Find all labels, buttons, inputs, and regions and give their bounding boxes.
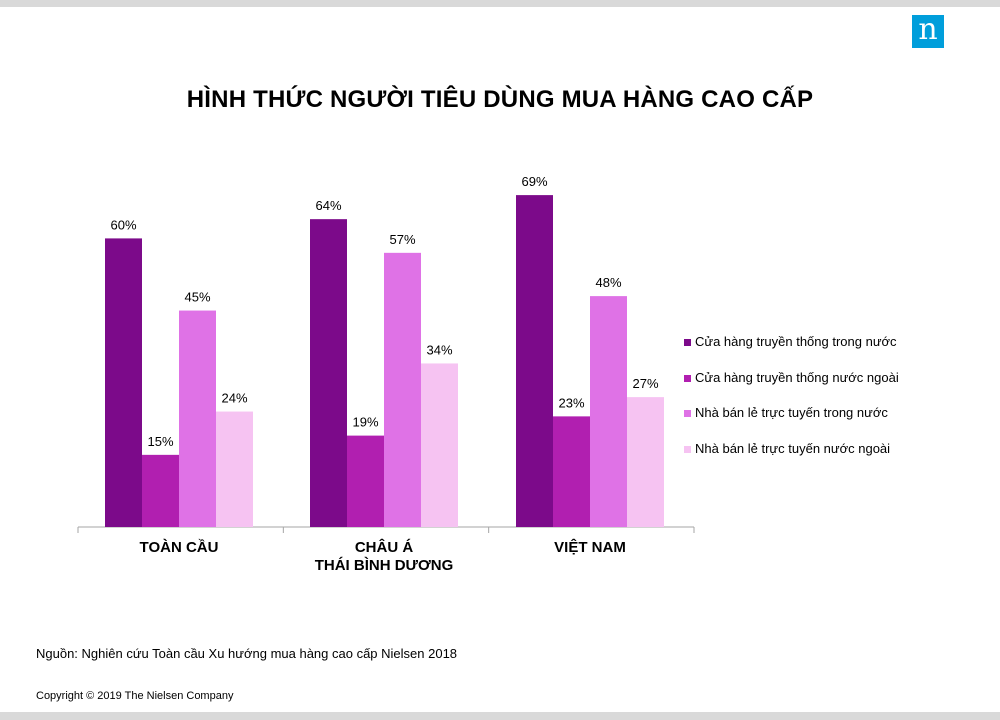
- bar: [516, 195, 553, 528]
- data-label: 45%: [184, 290, 210, 305]
- bar: [105, 238, 142, 527]
- legend-swatch: [684, 374, 691, 382]
- chart-title: HÌNH THỨC NGƯỜI TIÊU DÙNG MUA HÀNG CAO C…: [186, 86, 814, 113]
- legend-swatch: [684, 445, 691, 453]
- bar: [590, 296, 627, 527]
- legend-label: Cửa hàng truyền thống nước ngoài: [695, 369, 899, 385]
- data-label: 19%: [352, 415, 378, 430]
- data-label: 69%: [521, 174, 547, 189]
- bar: [421, 363, 458, 527]
- data-label: 23%: [558, 395, 584, 410]
- bar-chart: 60% 15% 45% 24% TOÀN CẦU 64% 19% 57% 34% CHÂU ÁTH…: [77, 174, 695, 574]
- source-note: Nguồn: Nghiên cứu Toàn cầu Xu hướng mua …: [36, 646, 458, 661]
- bar: [142, 454, 179, 527]
- legend-swatch: [684, 410, 691, 417]
- legend-label: Nhà bán lẻ trực tuyến nước ngoài: [695, 440, 891, 456]
- data-label: 34%: [426, 342, 452, 357]
- legend-swatch: [684, 339, 691, 346]
- category-label: VIỆT NAM: [554, 538, 626, 556]
- nielsen-logo: n: [912, 15, 944, 48]
- data-label: 48%: [595, 275, 621, 290]
- data-label: 57%: [389, 232, 415, 247]
- bottom-band: [0, 712, 1000, 720]
- copyright-text: Copyright © 2019 The Nielsen Company: [36, 690, 234, 702]
- top-band: [0, 0, 1000, 7]
- legend-label: Nhà bán lẻ trực tuyến trong nước: [695, 405, 888, 420]
- category-label: THÁI BÌNH DƯƠNG: [315, 557, 454, 574]
- data-label: 27%: [632, 376, 658, 391]
- category-label: CHÂU Á: [355, 538, 413, 556]
- legend-label: Cửa hàng truyền thống trong nước: [695, 334, 897, 349]
- data-label: 60%: [110, 217, 136, 232]
- bar: [179, 310, 216, 527]
- bar: [384, 252, 421, 527]
- category-label: TOÀN CẦU: [140, 539, 219, 556]
- bar: [553, 416, 590, 527]
- bar: [310, 219, 347, 527]
- bar: [627, 397, 664, 527]
- bar: [347, 435, 384, 527]
- data-label: 24%: [221, 391, 247, 406]
- data-label: 15%: [147, 434, 173, 449]
- bar: [216, 411, 253, 527]
- data-label: 64%: [315, 198, 341, 213]
